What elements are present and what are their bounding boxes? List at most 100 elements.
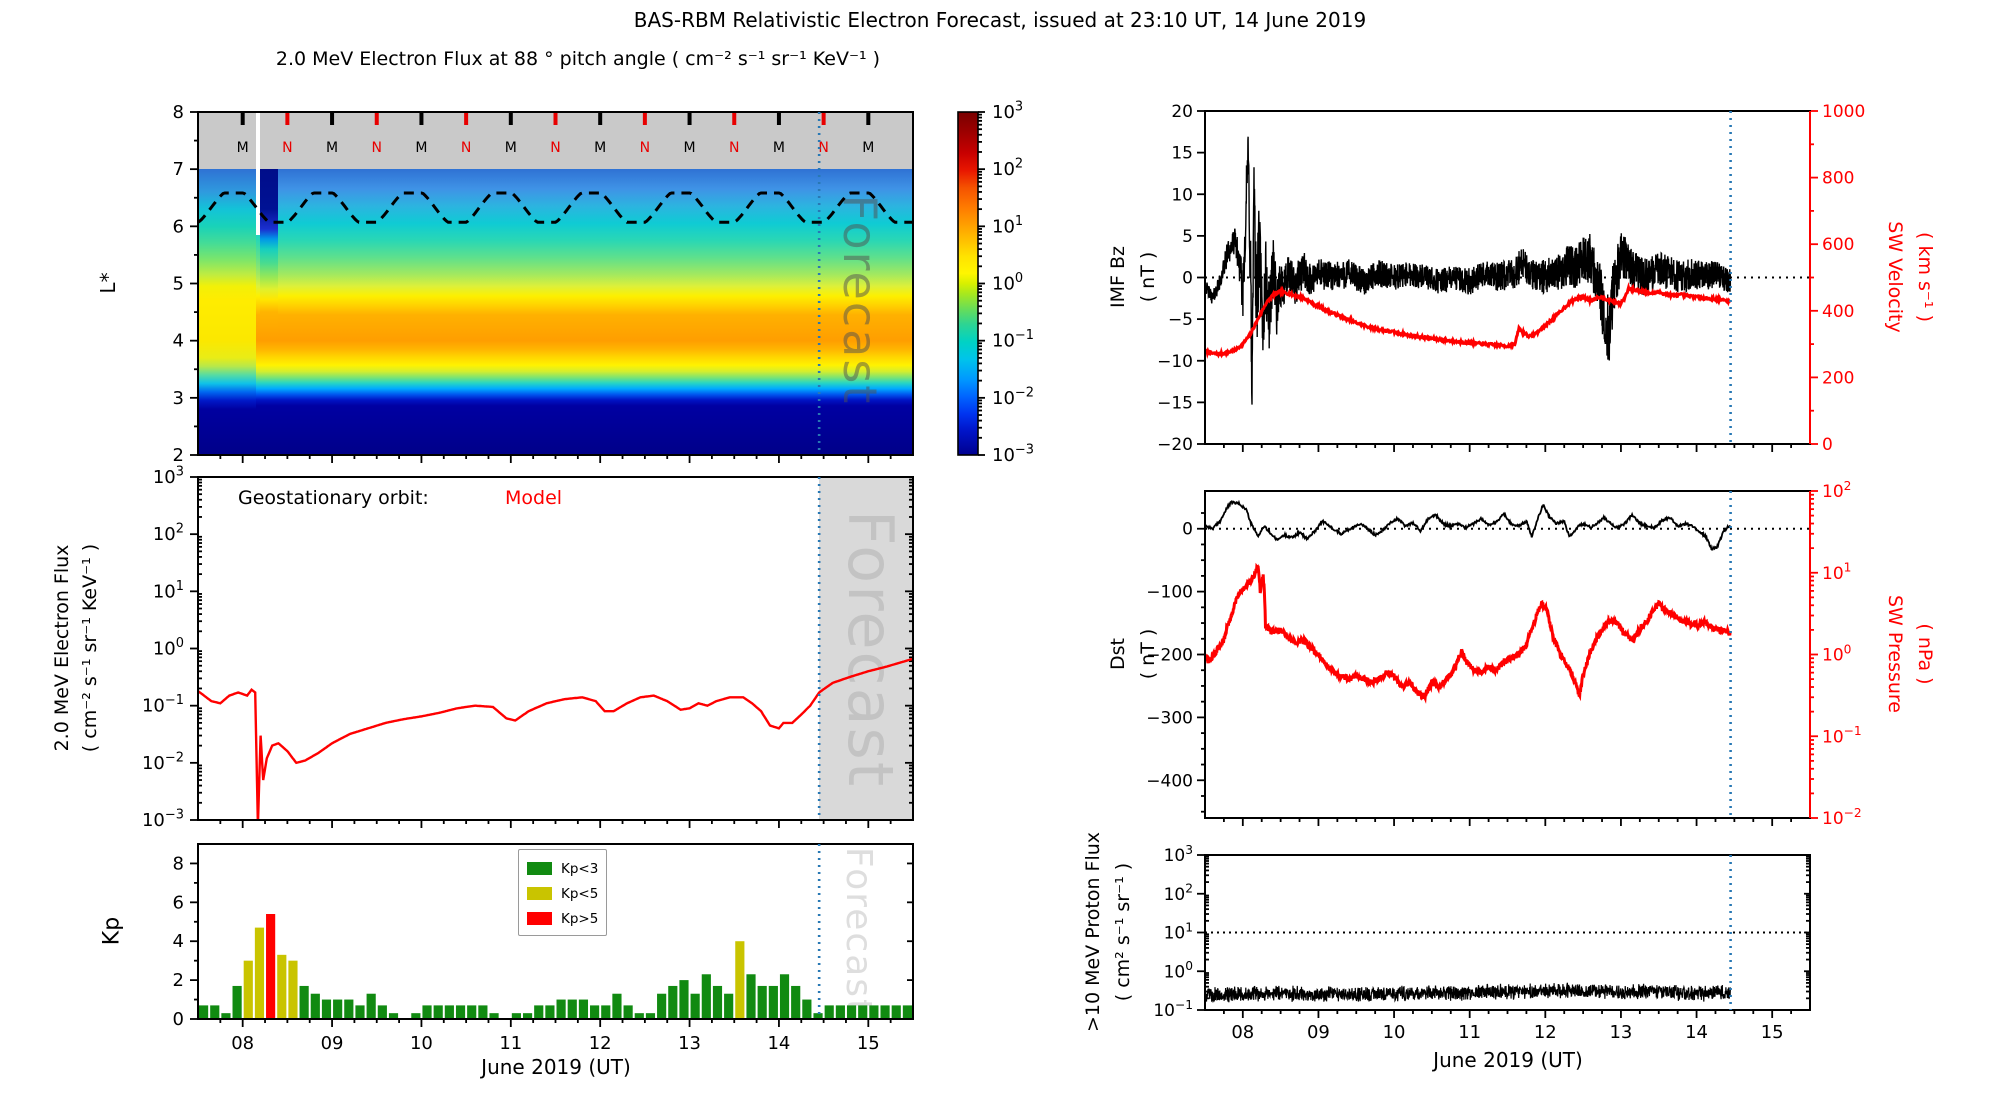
svg-text:10−1: 10−1 xyxy=(992,328,1034,352)
forecast-watermark-spectrogram: Forecast xyxy=(833,194,887,406)
svg-text:−100: −100 xyxy=(1146,583,1193,603)
svg-text:10−2: 10−2 xyxy=(992,385,1034,409)
svg-text:15: 15 xyxy=(857,1033,880,1054)
svg-text:M: M xyxy=(505,140,517,156)
svg-text:103: 103 xyxy=(153,464,184,488)
svg-text:102: 102 xyxy=(1164,882,1193,905)
svg-text:N: N xyxy=(729,140,739,156)
kp-legend-item-high: Kp>5 xyxy=(527,906,598,931)
figure-title: BAS-RBM Relativistic Electron Forecast, … xyxy=(633,8,1367,32)
svg-text:N: N xyxy=(818,140,828,156)
svg-text:N: N xyxy=(282,140,292,156)
svg-text:M: M xyxy=(684,140,696,156)
svg-text:08: 08 xyxy=(1231,1022,1254,1043)
forecast-shade-region xyxy=(819,477,913,820)
svg-text:−10: −10 xyxy=(1157,352,1193,372)
forecast-watermark-electron-flux: Forecast xyxy=(834,509,907,789)
svg-text:5: 5 xyxy=(1182,227,1193,247)
svg-text:−200: −200 xyxy=(1146,646,1193,666)
svg-text:7: 7 xyxy=(173,159,184,180)
svg-text:0: 0 xyxy=(1822,435,1833,455)
imf-bz-y-axis-label-line1: IMF Bz xyxy=(1107,246,1129,308)
model-series-annotation: Model xyxy=(505,487,563,509)
svg-text:0: 0 xyxy=(1182,520,1193,540)
svg-text:101: 101 xyxy=(153,579,184,603)
svg-text:0: 0 xyxy=(173,1009,184,1030)
svg-text:10−2: 10−2 xyxy=(1822,806,1862,829)
spectrogram-heatmap xyxy=(198,112,913,455)
svg-text:09: 09 xyxy=(1307,1022,1330,1043)
svg-text:−20: −20 xyxy=(1157,435,1193,455)
svg-text:M: M xyxy=(415,140,427,156)
svg-text:3: 3 xyxy=(173,388,184,409)
proton-flux-y-axis-label-line2: ( cm² s⁻¹ sr⁻¹ ) xyxy=(1112,862,1134,1002)
svg-text:11: 11 xyxy=(499,1033,522,1054)
svg-text:4: 4 xyxy=(173,331,184,352)
svg-text:101: 101 xyxy=(1164,920,1193,943)
svg-text:102: 102 xyxy=(1822,479,1851,502)
svg-text:N: N xyxy=(372,140,382,156)
svg-text:5: 5 xyxy=(173,274,184,295)
svg-text:M: M xyxy=(326,140,338,156)
sw-pressure-y-axis-label-line2: ( nPa ) xyxy=(1914,623,1936,685)
imf-bz-y-axis-label-line2: ( nT ) xyxy=(1137,251,1159,303)
proton-flux-y-axis-label-line1: >10 MeV Proton Flux xyxy=(1082,831,1104,1033)
svg-text:13: 13 xyxy=(678,1033,701,1054)
kp-mid-swatch xyxy=(527,887,552,900)
x-axis-label-right: June 2019 (UT) xyxy=(1433,1048,1583,1072)
svg-text:10: 10 xyxy=(410,1033,433,1054)
geostationary-orbit-annotation: Geostationary orbit: xyxy=(238,487,429,509)
svg-text:8: 8 xyxy=(173,102,184,123)
svg-text:101: 101 xyxy=(992,214,1023,238)
svg-text:2: 2 xyxy=(173,445,184,466)
svg-text:10: 10 xyxy=(1383,1022,1406,1043)
svg-text:−400: −400 xyxy=(1146,771,1193,791)
svg-text:10−1: 10−1 xyxy=(1153,998,1193,1021)
svg-text:12: 12 xyxy=(589,1033,612,1054)
svg-text:600: 600 xyxy=(1822,235,1854,255)
svg-text:−300: −300 xyxy=(1146,708,1193,728)
svg-text:102: 102 xyxy=(992,157,1023,181)
svg-text:6: 6 xyxy=(173,892,184,913)
kp-low-swatch xyxy=(527,862,552,875)
svg-text:800: 800 xyxy=(1822,169,1854,189)
svg-text:10−2: 10−2 xyxy=(142,750,184,774)
svg-text:M: M xyxy=(773,140,785,156)
svg-text:20: 20 xyxy=(1171,102,1193,122)
svg-text:08: 08 xyxy=(231,1033,254,1054)
kp-low-label: Kp<3 xyxy=(561,860,599,877)
svg-text:M: M xyxy=(862,140,874,156)
svg-text:N: N xyxy=(461,140,471,156)
kp-legend: Kp<3 Kp<5 Kp>5 xyxy=(518,849,608,936)
svg-text:10−3: 10−3 xyxy=(992,442,1034,466)
x-axis-label-left: June 2019 (UT) xyxy=(481,1055,631,1079)
svg-text:400: 400 xyxy=(1822,302,1854,322)
svg-text:103: 103 xyxy=(992,99,1023,123)
svg-text:M: M xyxy=(237,140,249,156)
svg-text:102: 102 xyxy=(153,522,184,546)
svg-text:1000: 1000 xyxy=(1822,102,1865,122)
svg-text:−15: −15 xyxy=(1157,393,1193,413)
svg-text:13: 13 xyxy=(1609,1022,1632,1043)
electron-flux-y-axis-label-line1: 2.0 MeV Electron Flux xyxy=(51,544,73,752)
dst-y-axis-label-line1: Dst xyxy=(1107,638,1129,670)
svg-text:11: 11 xyxy=(1458,1022,1481,1043)
sw-velocity-y-axis-label-line2: ( km s⁻¹ ) xyxy=(1914,232,1936,322)
svg-text:N: N xyxy=(550,140,560,156)
svg-text:12: 12 xyxy=(1534,1022,1557,1043)
svg-text:10−1: 10−1 xyxy=(1822,724,1862,747)
kp-legend-item-mid: Kp<5 xyxy=(527,881,598,906)
svg-text:15: 15 xyxy=(1171,144,1193,164)
spectrogram-title: 2.0 MeV Electron Flux at 88 ° pitch angl… xyxy=(275,48,881,70)
svg-text:101: 101 xyxy=(1822,561,1851,584)
sw-velocity-y-axis-label-line1: SW Velocity xyxy=(1884,221,1906,333)
kp-legend-item-low: Kp<3 xyxy=(527,856,598,881)
svg-text:10: 10 xyxy=(1171,185,1193,205)
kp-high-swatch xyxy=(527,912,552,925)
forecast-watermark-kp: Forecast xyxy=(838,846,879,1016)
svg-text:10−1: 10−1 xyxy=(142,693,184,717)
svg-text:4: 4 xyxy=(173,931,184,952)
svg-text:100: 100 xyxy=(992,271,1023,295)
